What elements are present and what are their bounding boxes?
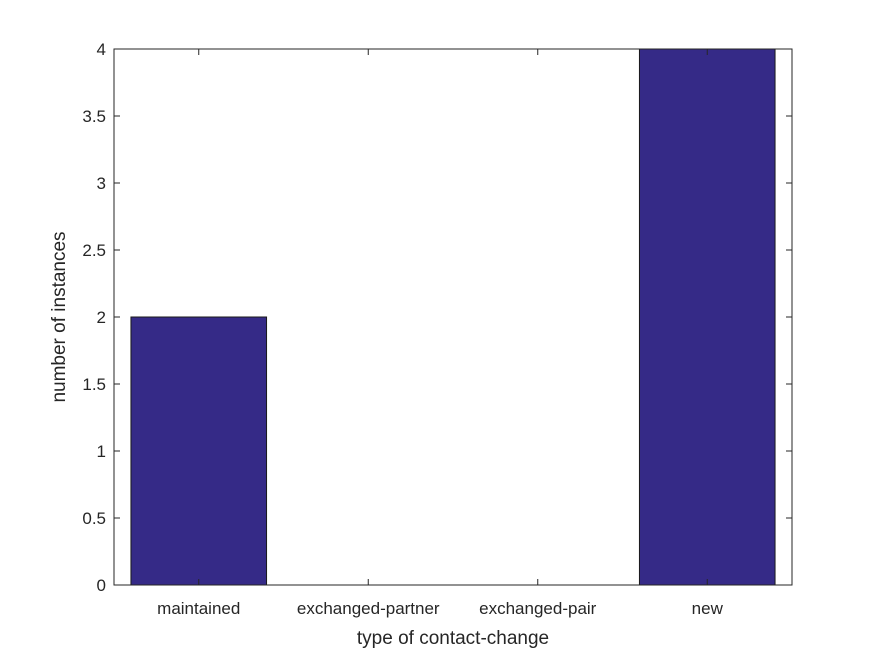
bar-maintained — [130, 316, 268, 586]
y-tick-label: 2.5 — [82, 241, 106, 260]
x-tick-label: exchanged-partner — [297, 599, 440, 618]
y-tick-label: 1.5 — [82, 375, 106, 394]
bar-new — [638, 48, 776, 586]
y-tick-label: 0 — [97, 576, 106, 595]
y-tick-label: 0.5 — [82, 509, 106, 528]
x-tick-label: new — [692, 599, 724, 618]
y-axis-label: number of instances — [49, 231, 70, 402]
y-tick-label: 3 — [97, 174, 106, 193]
y-tick-label: 3.5 — [82, 107, 106, 126]
y-tick-label: 2 — [97, 308, 106, 327]
x-tick-label: exchanged-pair — [479, 599, 597, 618]
x-axis-label: type of contact-change — [357, 628, 549, 649]
y-tick-label: 1 — [97, 442, 106, 461]
y-tick-label: 4 — [97, 40, 106, 59]
x-tick-label: maintained — [157, 599, 240, 618]
